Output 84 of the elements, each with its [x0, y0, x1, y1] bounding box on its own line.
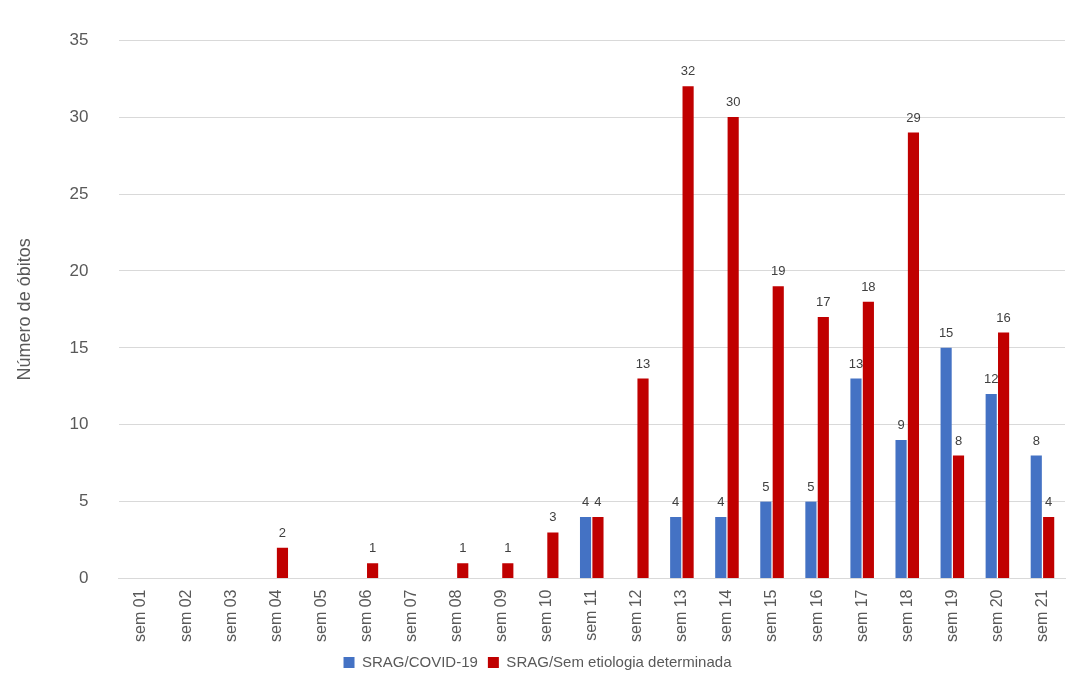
bar: [907, 132, 920, 579]
bar: [952, 455, 965, 579]
bar: [895, 440, 907, 579]
x-tick-label: sem 06: [356, 589, 374, 642]
data-label: 4: [717, 494, 725, 510]
x-tick-label: sem 03: [221, 589, 239, 642]
data-label: 29: [906, 109, 921, 125]
bar: [760, 501, 772, 579]
bar: [850, 378, 862, 579]
y-tick-label: 20: [69, 260, 89, 280]
data-label: 1: [459, 540, 467, 556]
y-tick-label: 0: [79, 568, 89, 588]
legend-label: SRAG/Sem etiologia determinada: [506, 652, 733, 670]
x-tick-label: sem 08: [446, 589, 464, 642]
x-tick-label: sem 04: [266, 589, 284, 642]
bar: [637, 378, 649, 579]
x-tick-label: sem 05: [311, 589, 329, 642]
x-tick-label: sem 12: [627, 589, 645, 642]
data-label: 19: [771, 263, 786, 279]
data-label: 16: [996, 309, 1011, 325]
data-label: 1: [368, 540, 377, 556]
data-label: 32: [680, 63, 696, 79]
x-tick-label: sem 11: [582, 589, 600, 641]
data-label: 12: [983, 371, 999, 387]
bar: [457, 563, 469, 579]
x-tick-label: sem 15: [762, 589, 780, 642]
x-tick-label: sem 21: [1032, 589, 1050, 642]
data-label: 4: [1045, 494, 1053, 510]
x-tick-label: sem 02: [176, 589, 194, 642]
data-label: 18: [861, 278, 876, 294]
data-label: 4: [672, 494, 680, 510]
bar: [276, 547, 289, 579]
y-tick-label: 15: [69, 337, 89, 357]
bar: [985, 393, 997, 579]
bar: [670, 517, 682, 579]
bar: [862, 301, 874, 579]
bar: [502, 563, 514, 579]
bar: [727, 117, 739, 579]
data-label: 4: [594, 494, 602, 510]
x-tick-label: sem 10: [537, 589, 555, 642]
data-label: 17: [816, 294, 831, 310]
data-label: 3: [549, 509, 557, 525]
x-tick-label: sem 19: [942, 589, 960, 642]
y-tick-label: 5: [79, 491, 89, 511]
bar: [998, 332, 1010, 579]
data-label: 4: [581, 494, 590, 510]
bar: [1043, 517, 1055, 579]
bar: [367, 563, 379, 579]
x-tick-label: sem 20: [987, 589, 1005, 642]
bar: [1030, 455, 1042, 579]
x-tick-label: sem 14: [717, 589, 735, 642]
y-axis-title: Número de óbitos: [13, 238, 34, 381]
x-tick-label: sem 18: [897, 589, 915, 642]
data-label: 13: [848, 355, 864, 371]
x-tick-label: sem 01: [131, 589, 149, 642]
bar: [547, 532, 559, 579]
data-label: 15: [938, 324, 954, 340]
y-tick-label: 25: [69, 183, 89, 203]
data-label: 5: [762, 478, 770, 494]
bar: [817, 317, 829, 579]
data-label: 8: [954, 432, 963, 448]
x-tick-label: sem 17: [852, 589, 870, 642]
legend-label: SRAG/COVID-19: [362, 652, 478, 670]
x-tick-label: sem 09: [492, 589, 510, 642]
bar: [592, 517, 604, 579]
bar: [715, 517, 727, 579]
bar: [940, 347, 952, 579]
x-tick-label: sem 16: [807, 589, 825, 642]
bar: [805, 501, 817, 579]
data-label: 1: [504, 540, 512, 556]
data-label: 30: [725, 94, 741, 110]
data-label: 2: [278, 524, 287, 540]
data-label: 8: [1032, 432, 1040, 448]
y-tick-label: 10: [69, 414, 89, 434]
x-tick-label: sem 07: [401, 589, 419, 642]
bar: [579, 517, 592, 579]
x-tick-label: sem 13: [672, 589, 690, 642]
bar: [772, 286, 784, 579]
data-label: 13: [635, 355, 651, 371]
y-tick-label: 30: [69, 106, 89, 126]
data-label: 9: [897, 417, 905, 433]
data-label: 5: [807, 478, 815, 494]
bar: [682, 86, 694, 579]
y-tick-label: 35: [69, 29, 89, 49]
